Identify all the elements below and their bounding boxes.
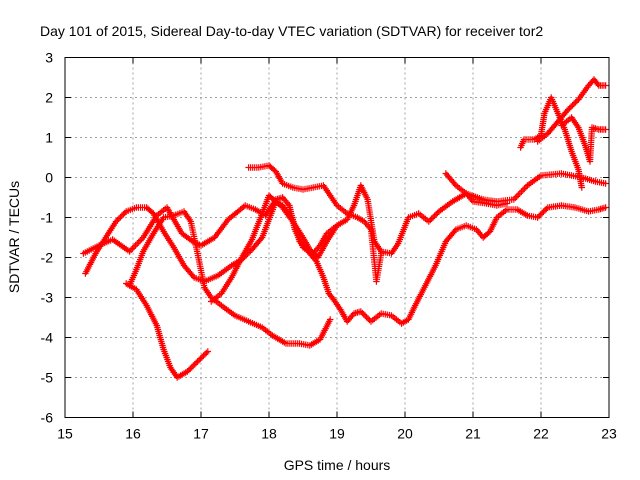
y-tick-label: 2: [45, 90, 53, 106]
series-track-5: [208, 192, 341, 305]
data-point-markers: [123, 280, 211, 381]
chart-title: Day 101 of 2015, Sidereal Day-to-day VTE…: [40, 23, 543, 39]
plot-frame: [64, 57, 610, 418]
x-tick-label: 23: [601, 426, 617, 442]
series-track-6: [245, 162, 385, 285]
x-tick-label: 19: [329, 426, 345, 442]
x-tick-label: 20: [397, 426, 413, 442]
y-tick-label: -4: [41, 330, 54, 346]
grid-lines: [65, 57, 609, 418]
data-point-markers: [208, 192, 341, 305]
data-point-markers: [534, 76, 609, 145]
data-point-markers: [245, 162, 385, 285]
x-tick-label: 22: [533, 426, 549, 442]
x-tick-label: 17: [193, 426, 209, 442]
data-point-markers: [442, 170, 511, 209]
data-point-markers: [126, 208, 334, 349]
x-tick-label: 21: [465, 426, 481, 442]
y-tick-label: 1: [45, 130, 53, 146]
y-axis-title: SDTVAR / TECUs: [6, 181, 22, 293]
y-tick-label: -2: [41, 250, 54, 266]
series-track-4: [126, 208, 334, 349]
y-tick-label: -1: [41, 210, 54, 226]
x-tick-labels: 15 16 17 18 19 20 21 22 23: [57, 426, 617, 442]
y-tick-labels: -6 -5 -4 -3 -2 -1 0 1 2 3: [41, 50, 54, 426]
y-tick-label: 3: [45, 50, 53, 66]
series-track-3: [123, 280, 211, 381]
series-track-10: [558, 114, 609, 165]
x-tick-label: 18: [261, 426, 277, 442]
y-tick-label: -6: [41, 410, 54, 426]
series-track-7: [442, 170, 511, 209]
series-track-9: [534, 76, 609, 145]
x-tick-label: 15: [57, 426, 73, 442]
data-point-markers: [82, 198, 609, 327]
y-tick-label: -3: [41, 290, 54, 306]
y-tick-label: 0: [45, 170, 53, 186]
y-tick-label: -5: [41, 370, 54, 386]
x-tick-label: 16: [125, 426, 141, 442]
plot-series: [80, 76, 609, 381]
x-axis-title: GPS time / hours: [284, 457, 391, 473]
data-point-markers: [558, 114, 609, 165]
series-track-2: [82, 198, 609, 327]
